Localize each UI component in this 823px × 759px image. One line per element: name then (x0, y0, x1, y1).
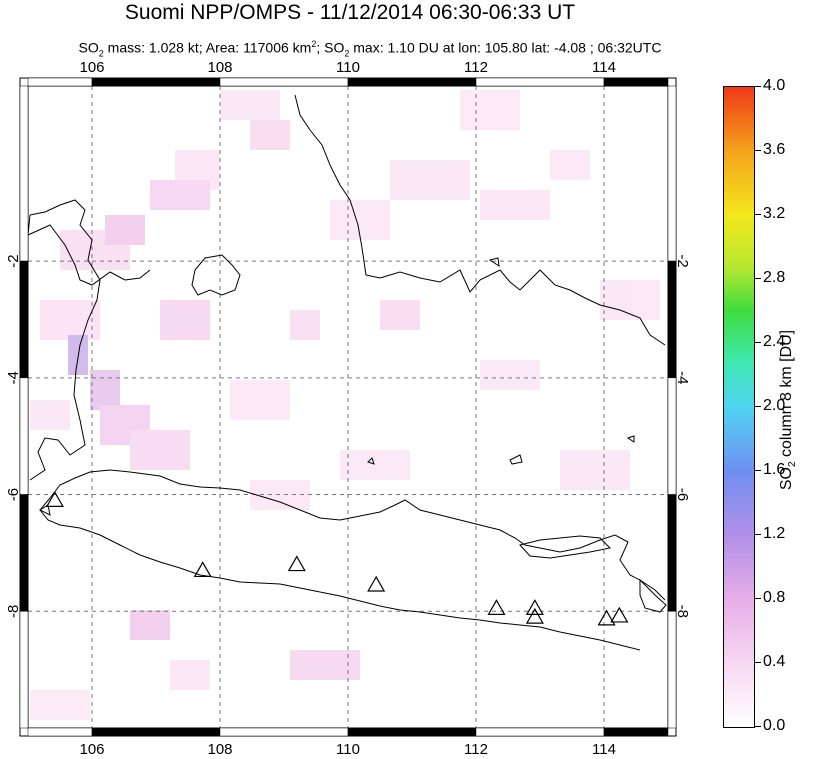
map-grid (28, 86, 668, 728)
coastlines (27, 94, 667, 651)
map-subtitle: SO2 mass: 1.028 kt; Area: 117006 km2; SO… (0, 35, 740, 62)
triangle-icon (193, 561, 212, 578)
frame-bar-top (27, 77, 93, 87)
colorbar-tick (755, 534, 761, 535)
frame-bar-top (347, 77, 477, 87)
frame-bar-top (219, 77, 349, 87)
frame-bar-bottom (91, 727, 221, 737)
colorbar-tick-label: 0.4 (763, 653, 786, 670)
colorbar-title-sub: 2 (787, 461, 799, 468)
subtitle-so2-sub: 2 (98, 48, 104, 59)
subtitle-so2-max-prefix: ; SO (316, 39, 345, 56)
lon-label-bottom: 114 (592, 741, 616, 758)
colorbar-tick (755, 150, 761, 151)
frame-bar-right (667, 494, 677, 612)
frame-bar-left (19, 494, 29, 612)
coastline-sumatra (29, 199, 101, 481)
lat-label-right: -2 (674, 254, 691, 267)
subtitle-so2-max-rest: max: 1.10 DU at lon: 105.80 lat: -4.08 ;… (349, 39, 662, 56)
lon-label-top: 112 (464, 59, 488, 76)
colorbar-tick (755, 662, 761, 663)
frame-bar-left (19, 85, 29, 262)
colorbar: 4.0 3.6 3.2 2.8 2.4 2.0 1.6 1.2 0.8 0.4 0.0 (723, 78, 785, 734)
colorbar-tick-label: 2.4 (763, 333, 786, 350)
colorbar-tick-label: 2.8 (763, 269, 786, 286)
frame-bar-left (19, 611, 29, 729)
page-title: Suomi NPP/OMPS - 11/12/2014 06:30-06:33 … (124, 1, 576, 24)
colorbar-tick (755, 214, 761, 215)
triangle-icon (525, 607, 544, 624)
frame-bar-left (19, 377, 29, 495)
lat-label-right: -6 (674, 488, 691, 501)
lon-label-top: 114 (592, 59, 616, 76)
frame-bar-left (19, 260, 29, 379)
colorbar-tick (755, 470, 761, 471)
colorbar-tick-label: 3.6 (763, 141, 786, 158)
lon-label-top: 108 (207, 59, 232, 76)
colorbar-tick-label: 1.2 (763, 525, 786, 542)
subtitle-mass-area: mass: 1.028 kt; Area: 117006 km (103, 39, 312, 56)
frame-bar-right (667, 377, 677, 495)
frame-bar-right (667, 611, 677, 729)
colorbar-title-prefix: SO (777, 467, 795, 491)
triangle-icon (610, 606, 629, 623)
frame-bar-bottom (219, 727, 349, 737)
frame-bar-top (475, 77, 605, 87)
coastline-java (49, 469, 666, 601)
lat-label-left: -2 (5, 254, 22, 267)
subtitle-so2-max-sub: 2 (344, 48, 350, 59)
lat-label-left: -8 (5, 605, 22, 618)
colorbar-tick (755, 278, 761, 279)
colorbar-tick-label: 2.0 (763, 397, 786, 414)
colorbar-title-rest: column 8 km [DU] (777, 329, 795, 462)
triangle-icon (367, 575, 386, 592)
colorbar-tick (755, 406, 761, 407)
frame-bar-bottom (27, 727, 93, 737)
colorbar-tick-label: 1.6 (763, 461, 786, 478)
subtitle-so2-label: SO (78, 39, 99, 56)
map-frame (19, 77, 677, 737)
subtitle-area-sup: 2 (311, 39, 317, 49)
frame-bar-top (91, 77, 221, 87)
frame-bar-top (603, 77, 669, 87)
lon-label-top: 110 (336, 59, 360, 76)
lon-label-top: 106 (79, 59, 104, 76)
colorbar-tick-label: 0.0 (763, 717, 786, 734)
frame-bar-right (667, 85, 677, 262)
frame-bar-bottom (603, 727, 669, 737)
lon-label-bottom: 108 (207, 741, 232, 758)
coastline-borneo (294, 94, 666, 346)
colorbar-tick (755, 86, 761, 87)
triangle-icon (487, 599, 506, 615)
lon-label-bottom: 110 (336, 741, 360, 758)
triangle-icon (525, 599, 544, 615)
colorbar-tick (755, 342, 761, 343)
lon-label-bottom: 112 (464, 741, 488, 758)
colorbar-tick-label: 4.0 (763, 77, 786, 94)
colorbar-tick (755, 598, 761, 599)
axis-labels: 106 106 108 108 110 110 112 112 114 114 -2 -2 -4 -4 -6… (5, 59, 691, 758)
so2-pixels (30, 90, 660, 720)
triangle-icon (597, 609, 616, 626)
coastline-bangka (191, 254, 241, 296)
colorbar-tick (755, 726, 761, 727)
volcano-markers (45, 491, 629, 626)
triangle-icon (287, 555, 306, 572)
lat-label-right: -4 (674, 371, 691, 384)
colorbar-tick-label: 0.8 (763, 589, 786, 606)
colorbar-tick-label: 3.2 (763, 205, 786, 222)
colorbar-gradient (723, 86, 755, 728)
triangle-icon (45, 491, 64, 507)
frame-bar-right (667, 260, 677, 379)
lat-label-left: -6 (5, 488, 22, 501)
lat-label-left: -4 (5, 371, 22, 384)
lat-label-right: -8 (674, 605, 691, 618)
colorbar-title: SO2 column 8 km [DU] (778, 330, 798, 490)
frame-bar-bottom (475, 727, 605, 737)
coastline-madura (519, 535, 612, 559)
coastline-bali (639, 578, 667, 613)
frame-bar-bottom (347, 727, 477, 737)
lon-label-bottom: 106 (79, 741, 104, 758)
